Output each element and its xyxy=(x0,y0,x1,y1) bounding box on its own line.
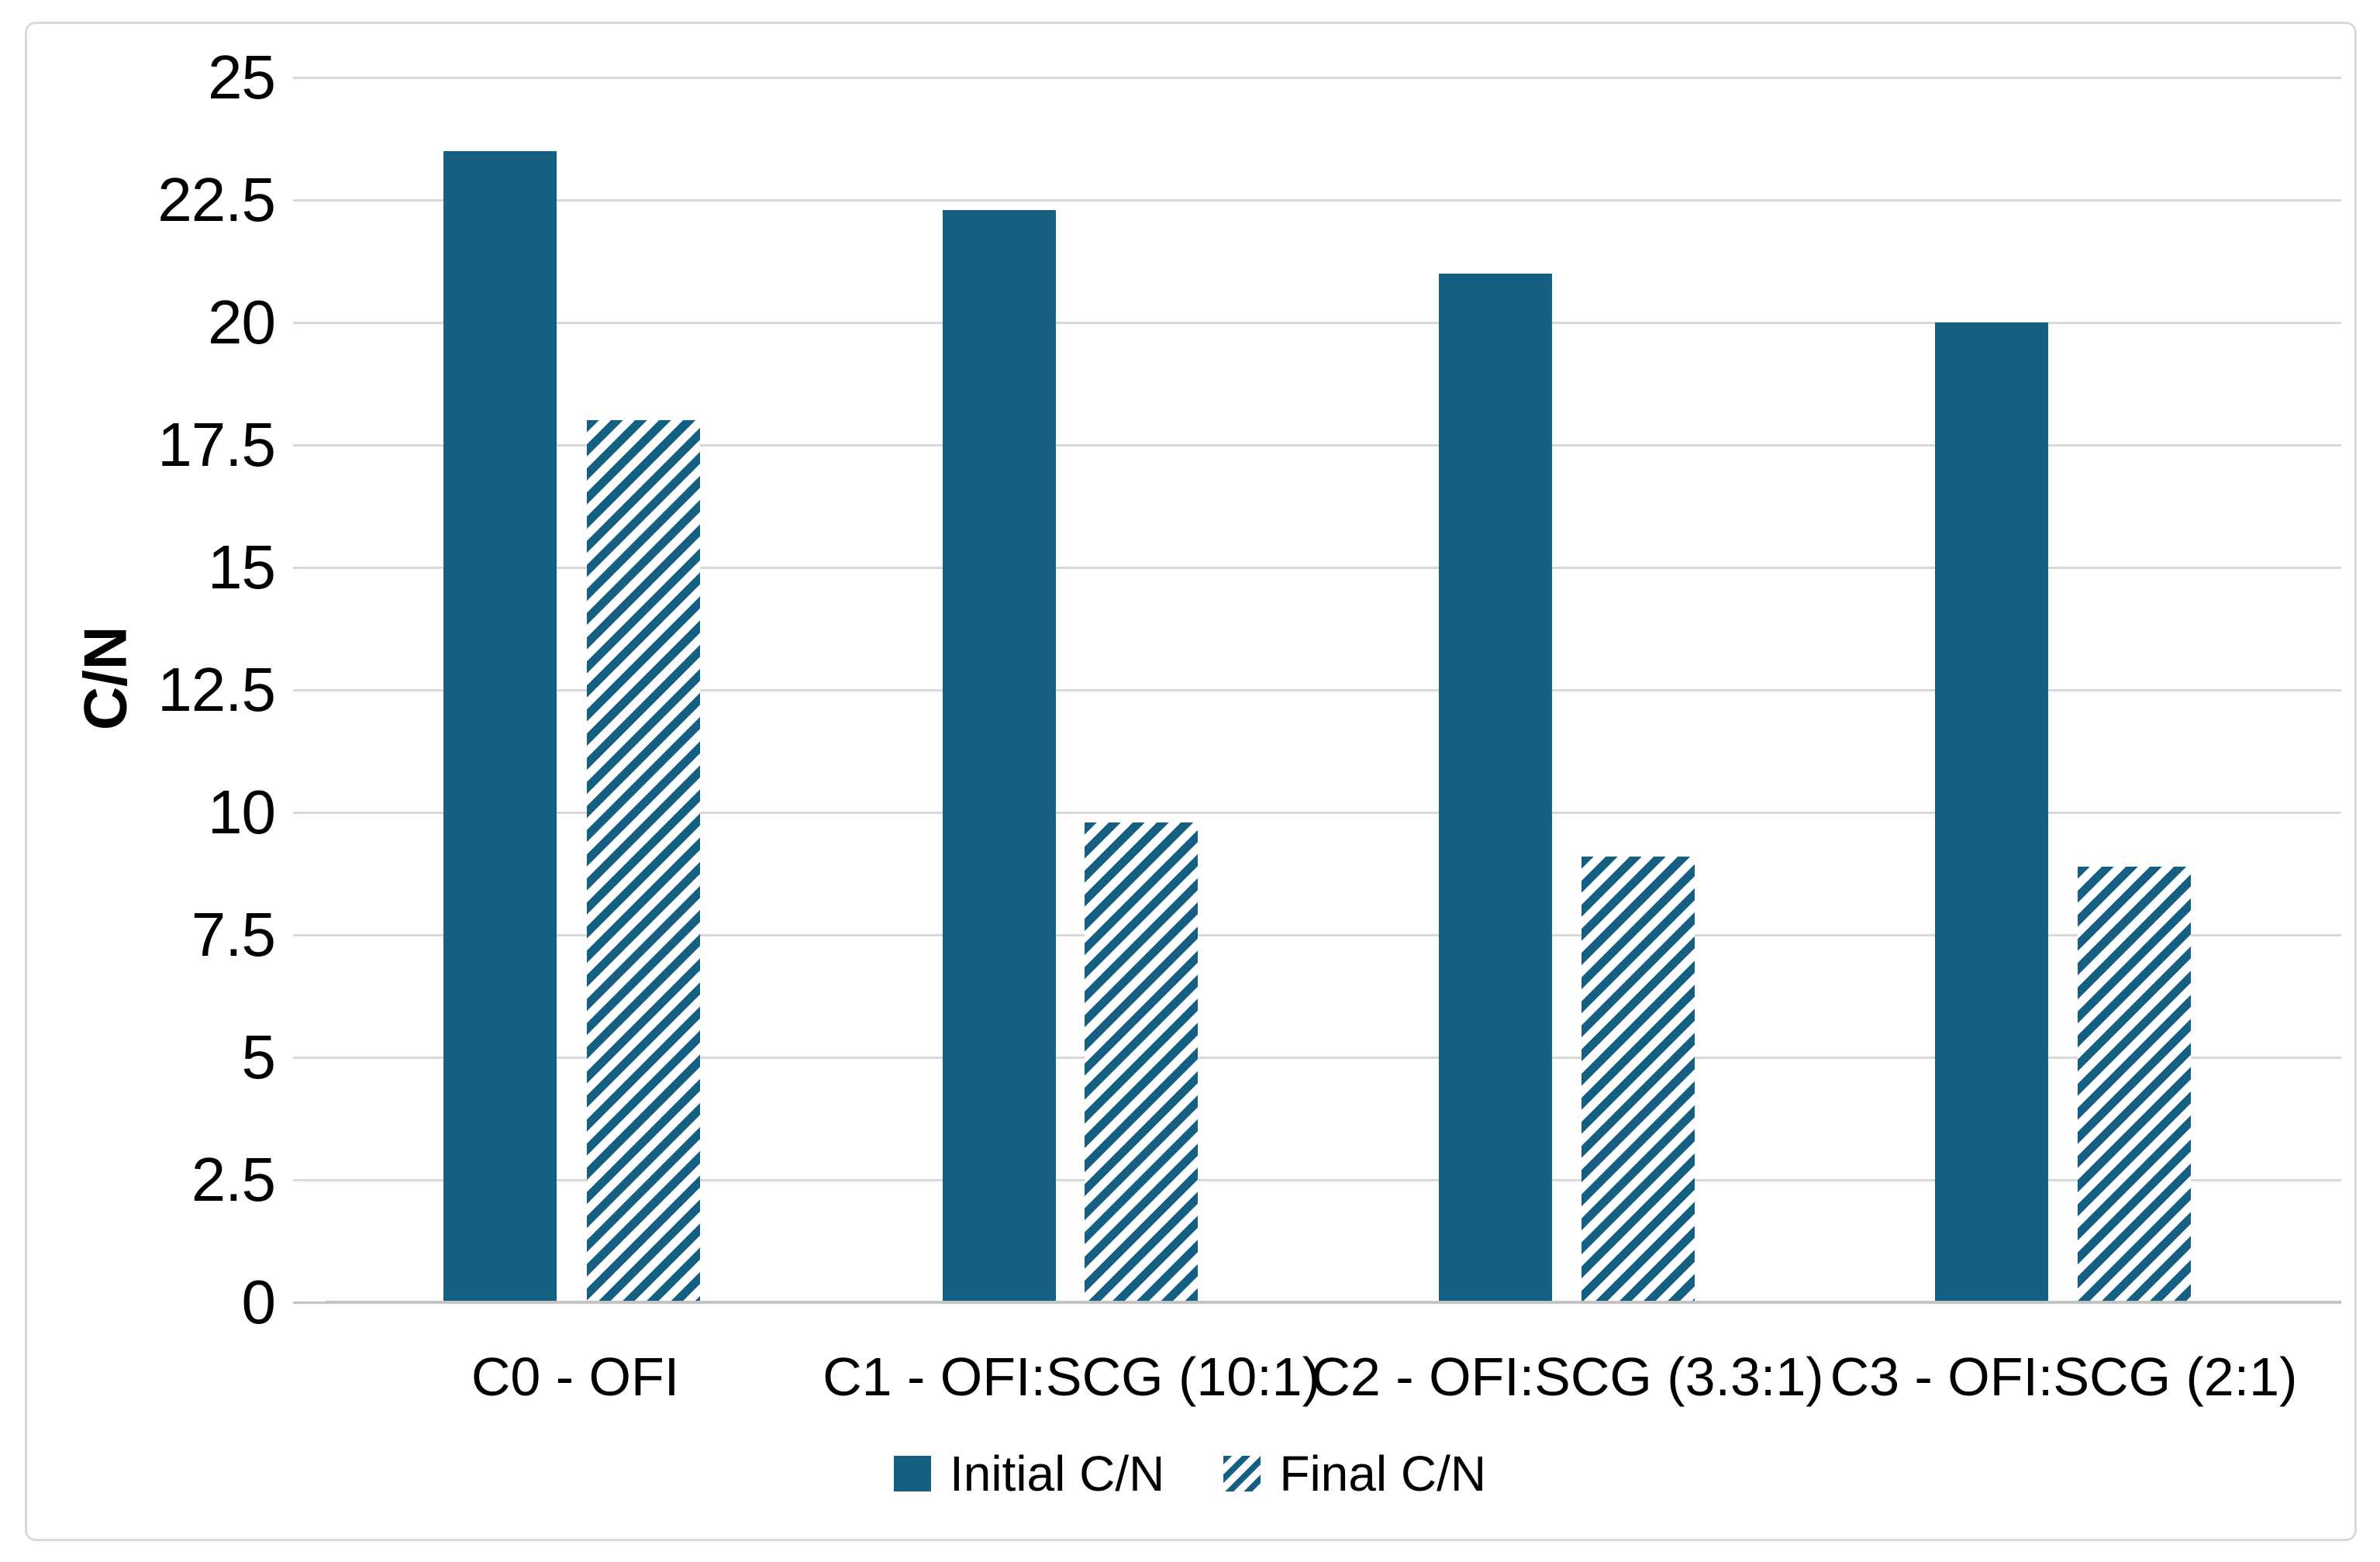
y-tick-label: 25 xyxy=(208,43,276,112)
legend-item-final-cn: Final C/N xyxy=(1223,1445,1486,1502)
gridline xyxy=(326,811,2341,814)
y-axis-tick xyxy=(293,933,326,936)
gridline xyxy=(326,321,2341,324)
y-tick-label: 10 xyxy=(208,778,276,847)
legend-label: Initial C/N xyxy=(949,1446,1165,1502)
bar-final-cn-c2 xyxy=(1581,856,1695,1302)
legend-label: Final C/N xyxy=(1279,1446,1487,1502)
bar-initial-cn-c3 xyxy=(1935,322,2048,1302)
y-axis-tick xyxy=(293,1301,326,1304)
x-category-label: C3 - OFI:SCG (2:1) xyxy=(1830,1346,2298,1407)
bar-final-cn-c3 xyxy=(2078,866,2191,1302)
y-axis-tick xyxy=(293,566,326,569)
bar-final-cn-c1 xyxy=(1085,822,1198,1302)
y-axis-tick xyxy=(293,76,326,79)
gridline xyxy=(326,1178,2341,1181)
bar-final-cn-c0 xyxy=(587,420,700,1302)
y-tick-label: 2.5 xyxy=(191,1145,276,1214)
y-tick-label: 15 xyxy=(208,533,276,602)
y-tick-label: 20 xyxy=(208,288,276,357)
bar-initial-cn-c2 xyxy=(1439,273,1552,1302)
legend: Initial C/N Final C/N xyxy=(0,1439,2380,1509)
bar-initial-cn-c0 xyxy=(443,150,557,1302)
x-category-label: C0 - OFI xyxy=(471,1346,680,1407)
y-axis-tick xyxy=(293,688,326,691)
gridline xyxy=(326,1056,2341,1059)
y-axis-tick xyxy=(293,1178,326,1181)
x-category-label: C1 - OFI:SCG (10:1) xyxy=(823,1346,1320,1407)
y-axis-tick xyxy=(293,198,326,202)
gridline xyxy=(326,933,2341,936)
gridline xyxy=(326,76,2341,79)
bar-initial-cn-c1 xyxy=(943,209,1056,1302)
y-tick-label: 17.5 xyxy=(157,410,276,479)
x-axis-line xyxy=(326,1301,2341,1304)
x-category-label: C2 - OFI:SCG (3.3:1) xyxy=(1311,1346,1824,1407)
y-tick-label: 12.5 xyxy=(157,655,276,724)
y-axis-tick xyxy=(293,443,326,447)
hatch-swatch-icon xyxy=(1223,1456,1261,1491)
legend-item-initial-cn: Initial C/N xyxy=(893,1445,1165,1502)
y-tick-label: 7.5 xyxy=(191,900,276,969)
gridline xyxy=(326,566,2341,569)
gridline xyxy=(326,688,2341,691)
gridline xyxy=(326,443,2341,447)
y-tick-label: 5 xyxy=(241,1022,277,1091)
y-tick-label: 0 xyxy=(241,1267,277,1336)
y-axis-tick xyxy=(293,1056,326,1059)
y-axis-tick xyxy=(293,811,326,814)
gridline xyxy=(326,198,2341,202)
solid-swatch-icon xyxy=(893,1456,931,1491)
y-tick-label: 22.5 xyxy=(157,165,276,234)
y-axis-tick xyxy=(293,321,326,324)
